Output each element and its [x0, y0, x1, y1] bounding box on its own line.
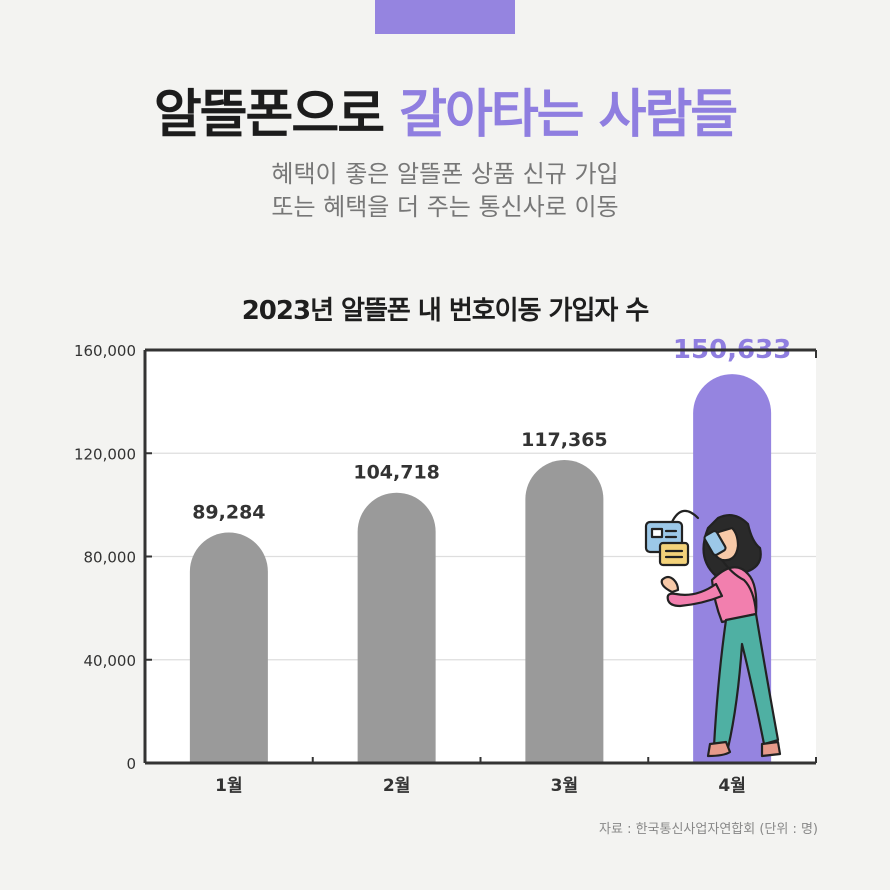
bar-1 — [189, 532, 268, 763]
y-tick-label: 160,000 — [74, 342, 136, 360]
y-tick-label: 120,000 — [74, 445, 136, 463]
headline-accent: 갈아타는 사람들 — [399, 85, 738, 145]
axes — [143, 348, 817, 765]
y-tick-label: 0 — [126, 755, 136, 773]
source-note: 자료 : 한국통신사업자연합회 (단위 : 명) — [599, 822, 818, 837]
woman-on-phone-icon — [644, 509, 782, 758]
value-label-3: 117,365 — [521, 429, 608, 451]
value-label-2: 104,718 — [353, 462, 440, 484]
subtitle-line-1: 혜택이 좋은 알뜰폰 상품 신규 가입 — [271, 160, 619, 188]
x-tick-labels: 1월 2월 3월 4월 — [215, 776, 746, 796]
x-tick-label-3: 3월 — [551, 776, 578, 796]
headline-dark: 알뜰폰으로 — [153, 85, 385, 145]
top-tab-decoration — [375, 0, 515, 34]
bar-3 — [525, 460, 604, 763]
y-tick-label: 80,000 — [84, 549, 137, 567]
y-tick-label: 40,000 — [84, 652, 137, 670]
bar-2 — [357, 492, 436, 763]
subtitle-line-2: 또는 혜택을 더 주는 통신사로 이동 — [271, 193, 619, 221]
subtitle: 혜택이 좋은 알뜰폰 상품 신규 가입 또는 혜택을 더 주는 통신사로 이동 — [0, 158, 890, 224]
chart-title: 2023년 알뜰폰 내 번호이동 가입자 수 — [241, 296, 650, 326]
x-tick-label-1: 1월 — [215, 776, 242, 796]
x-tick-label-4: 4월 — [718, 776, 745, 796]
headline: 알뜰폰으로 갈아타는 사람들 — [0, 72, 890, 147]
x-tick-label-2: 2월 — [383, 776, 410, 796]
value-label-1: 89,284 — [192, 502, 265, 524]
y-tick-labels: 0 40,000 80,000 120,000 160,000 — [74, 342, 136, 773]
